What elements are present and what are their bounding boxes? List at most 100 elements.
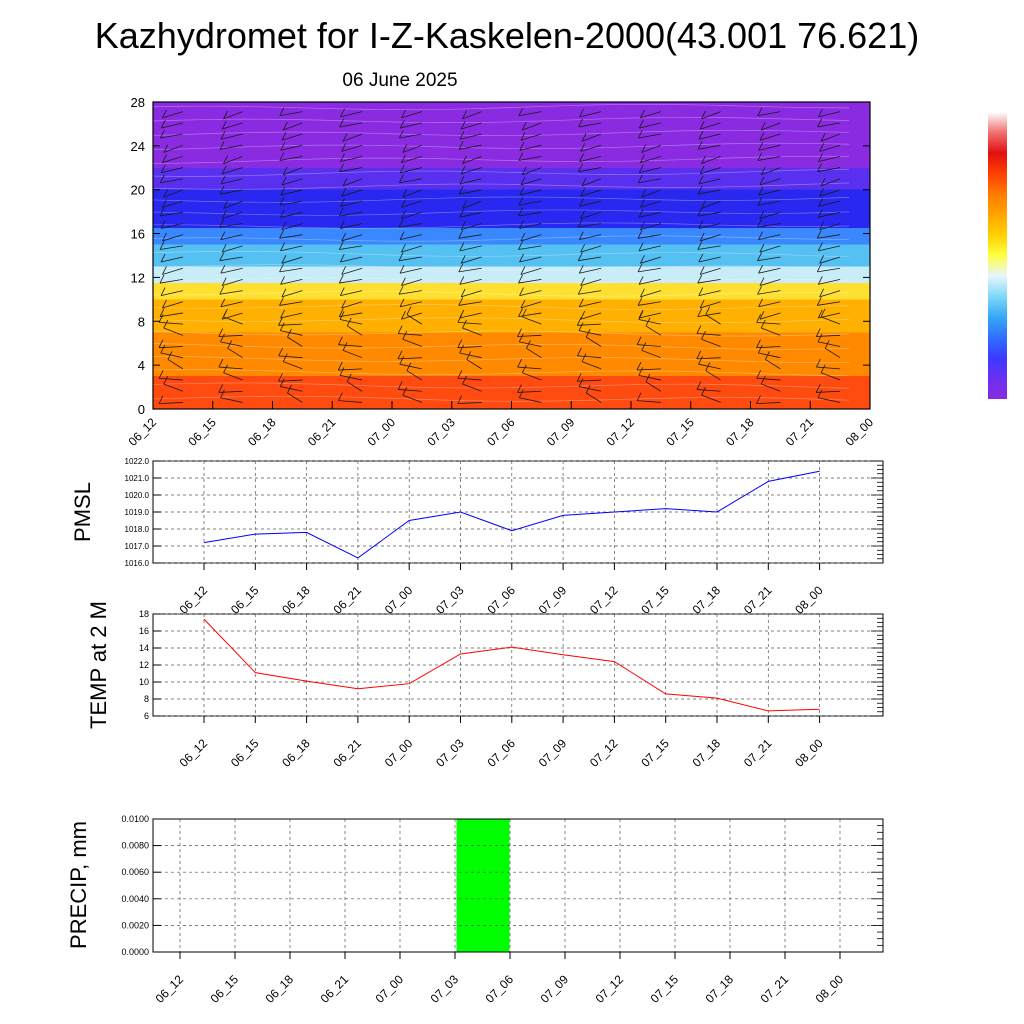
wind-barb-flag	[280, 309, 285, 319]
wind-barb	[637, 400, 661, 403]
wind-barb-flag	[457, 339, 463, 348]
wind-barb-flag	[820, 308, 826, 318]
wind-barb	[640, 111, 661, 119]
wind-barb-flag	[817, 209, 823, 218]
wind-barb-flag	[158, 395, 164, 404]
wind-barb-flag	[526, 340, 531, 349]
wind-barb-flag	[459, 131, 465, 140]
wind-barb-flag	[580, 143, 586, 152]
y-tick-label: 1018.0	[125, 525, 150, 534]
wind-barb	[759, 245, 781, 253]
wind-barb	[278, 379, 303, 382]
wind-barb	[758, 234, 781, 241]
wind-barb	[580, 245, 602, 253]
contour-line	[152, 129, 850, 136]
wind-barb-flag	[342, 177, 348, 187]
wind-barb	[280, 144, 303, 151]
wind-barb-flag	[342, 342, 348, 351]
pmsl-x-ticks: 06_12 06_15 06_18 06_21 07_00 07_03 07_06 07_09…	[177, 563, 826, 617]
wind-barb	[160, 290, 183, 296]
wind-barb-flag	[579, 198, 584, 207]
x-tick-label: 07_18	[690, 736, 724, 770]
wind-barb-flag	[519, 287, 524, 296]
x-tick-label: 06_18	[279, 736, 313, 770]
wind-barb-flag	[696, 325, 702, 334]
wind-barb-flag	[640, 288, 645, 298]
wind-barb-flag	[162, 199, 167, 208]
wind-barb-flag	[458, 141, 464, 150]
wind-barb	[283, 122, 303, 131]
y-tick-label: 0.0100	[121, 814, 149, 824]
wind-barb	[758, 352, 781, 359]
wind-barb	[340, 111, 363, 118]
wind-barb	[342, 133, 363, 142]
wind-barb	[459, 312, 482, 319]
wind-barb-flag	[221, 277, 227, 286]
wind-barb-flag	[757, 286, 762, 295]
wind-barb-flag	[697, 141, 703, 150]
x-tick-label: 06_15	[185, 415, 219, 449]
x-tick-label: 06_12	[177, 583, 211, 617]
wind-barb-flag	[459, 209, 465, 218]
wind-barb	[519, 397, 542, 403]
wind-barb	[341, 267, 363, 275]
contour-line	[152, 343, 850, 350]
wind-barb	[696, 389, 721, 392]
contour-line	[152, 395, 850, 402]
wind-barb-flag	[458, 297, 464, 306]
wind-barb-flag	[638, 242, 644, 252]
wind-barb-flag	[158, 339, 164, 348]
y-tick-label: 1021.0	[125, 474, 150, 483]
y-tick-label: 8	[144, 694, 149, 704]
wind-barb-flag	[218, 358, 224, 368]
y-tick-label: 0.0000	[121, 947, 149, 957]
wind-barb	[526, 347, 542, 359]
wind-barb	[220, 341, 243, 347]
contour-line	[152, 330, 850, 337]
wind-barb	[698, 133, 721, 140]
x-tick-label: 07_06	[484, 736, 518, 770]
wind-barb	[519, 223, 542, 229]
wind-barb-flag	[402, 386, 408, 396]
wind-barb-flag	[637, 230, 643, 239]
wind-barb	[580, 189, 602, 197]
wind-barb	[756, 402, 781, 405]
pmsl-ylabel: PMSL	[70, 482, 95, 542]
wind-barb-flag	[159, 129, 165, 139]
wind-barb	[222, 312, 243, 320]
wind-barb-flag	[517, 358, 523, 368]
wind-barb-flag	[699, 120, 705, 130]
wind-barb-flag	[346, 317, 352, 327]
wind-barb	[698, 144, 721, 150]
wind-barb-flag	[759, 132, 765, 141]
wind-barb-flag	[518, 274, 523, 284]
wind-barb	[462, 156, 482, 165]
wind-barb	[817, 167, 841, 173]
wind-barb	[757, 155, 781, 161]
wind-barb	[698, 256, 721, 263]
wind-barb-flag	[701, 200, 706, 209]
x-tick-label: 07_12	[587, 583, 621, 617]
wind-barb-flag	[287, 384, 292, 394]
wind-barb-flag	[223, 155, 228, 164]
wind-barb	[577, 379, 602, 382]
wind-barb-flag	[398, 129, 404, 139]
wind-barb-flag	[398, 252, 404, 261]
wind-barb	[339, 167, 363, 173]
wind-barb-flag	[578, 118, 583, 128]
temp-ylabel: TEMP at 2 M	[86, 601, 111, 729]
wind-barb-flag	[399, 119, 405, 129]
wind-barb-flag	[339, 253, 345, 263]
contour-line	[152, 317, 850, 324]
wind-barb-flag	[401, 311, 406, 320]
wind-barb	[163, 383, 184, 392]
wind-barb	[519, 144, 542, 151]
wind-barb	[462, 111, 482, 120]
x-tick-label: 08_00	[813, 972, 847, 1006]
wind-barb-flag	[458, 230, 464, 239]
wind-barb-flag	[459, 309, 465, 319]
wind-barb-flag	[223, 364, 228, 373]
wind-barb-flag	[462, 110, 467, 120]
temp-x-ticks: 06_12 06_15 06_18 06_21 07_00 07_03 07_06 07_09…	[177, 716, 826, 770]
wind-barb-flag	[698, 175, 704, 185]
